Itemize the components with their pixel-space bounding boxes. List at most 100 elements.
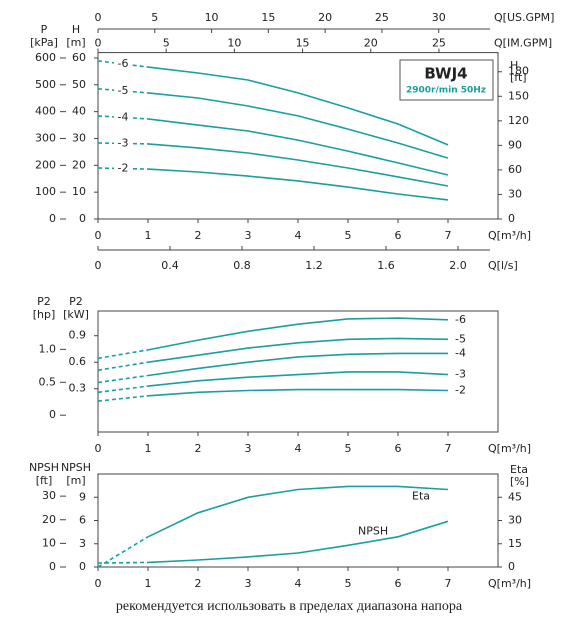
curve [147, 66, 449, 146]
series-label: -2 [455, 383, 466, 396]
y2-tick-label: 0 [508, 212, 515, 225]
x-axis-title: Q[m³/h] [488, 229, 531, 242]
label-bg [114, 162, 132, 175]
curve-dashed [97, 349, 149, 360]
series-label: Eta [412, 489, 430, 502]
outer-y-tick-label: 500 [35, 78, 56, 91]
curve [147, 168, 449, 201]
outer-y-tick-label: 200 [35, 158, 56, 171]
x-tick-label: 1 [145, 442, 152, 455]
x-tick-label: 3 [245, 577, 252, 590]
footer-note: рекомендуется использовать в пределах ди… [116, 599, 463, 614]
x-tick-label: 3 [245, 442, 252, 455]
y-axis-title: [kW] [63, 308, 89, 321]
y2-tick-label: 120 [508, 114, 529, 127]
y2-tick-label: 45 [508, 490, 522, 503]
outer-y-axis-title: [hp] [33, 308, 56, 321]
y-axis-title: H [72, 23, 80, 36]
y-tick-label: 40 [72, 105, 86, 118]
x-extra-tick-label: 0.4 [161, 259, 179, 272]
outer-y-tick-label: 20 [42, 513, 56, 526]
x-tick-label: 0 [95, 442, 102, 455]
x-extra-tick-label: 15 [261, 11, 275, 24]
label-bg [114, 137, 132, 150]
series-label: -6 [118, 57, 129, 70]
y2-tick-label: 15 [508, 537, 522, 550]
x-tick-label: 5 [345, 577, 352, 590]
series-label: -5 [118, 84, 129, 97]
x-extra-tick-label: 2.0 [449, 259, 467, 272]
x-extra-tick-label: 0.8 [233, 259, 251, 272]
series-label: -4 [118, 110, 129, 123]
outer-y-tick-label: 0 [49, 560, 56, 573]
x-axis-title: Q[m³/h] [488, 577, 531, 590]
y-tick-label: 0 [79, 212, 86, 225]
y2-tick-label: 30 [508, 514, 522, 527]
curve [147, 92, 449, 159]
outer-y-tick-label: 400 [35, 105, 56, 118]
x-tick-label: 7 [445, 442, 452, 455]
x-extra-axis-title: Q[l/s] [488, 259, 518, 272]
x-tick-label: 6 [395, 577, 402, 590]
y-axis-title: [m] [66, 36, 85, 49]
x-tick-label: 5 [345, 229, 352, 242]
y2-tick-label: 150 [508, 89, 529, 102]
x-extra-tick-label: 25 [375, 11, 389, 24]
y-tick-label: 10 [72, 185, 86, 198]
outer-y-axis-title: [kPa] [30, 36, 58, 49]
x-tick-label: 4 [295, 577, 302, 590]
plot-frame [97, 310, 499, 433]
y-axis-title: NPSH [61, 461, 91, 474]
x-extra-tick-label: 10 [205, 11, 219, 24]
x-extra-tick-label: 1.6 [377, 259, 395, 272]
x-tick-label: 5 [345, 442, 352, 455]
outer-y-axis-title: NPSH [29, 461, 59, 474]
series-label: NPSH [358, 524, 388, 537]
x-tick-label: 7 [445, 577, 452, 590]
x-tick-label: 7 [445, 229, 452, 242]
y-tick-label: 0.9 [69, 329, 87, 342]
curve-dashed [97, 395, 149, 402]
x-tick-label: 2 [195, 229, 202, 242]
model-box [399, 59, 494, 101]
y2-tick-label: 60 [508, 163, 522, 176]
y2-axis-title: Eta [510, 463, 528, 476]
x-extra-tick-label: 25 [432, 37, 446, 50]
x-extra-tick-label: 30 [432, 11, 446, 24]
curve [147, 388, 449, 397]
x-tick-label: 6 [395, 442, 402, 455]
curve [147, 118, 449, 176]
y-tick-label: 6 [79, 514, 86, 527]
outer-y-axis-title: [ft] [36, 474, 53, 487]
series-label: -2 [118, 162, 129, 175]
curve-dashed [97, 361, 149, 371]
x-extra-tick-label: 5 [163, 37, 170, 50]
x-extra-tick-label: 20 [364, 37, 378, 50]
y-tick-label: 0.6 [69, 355, 87, 368]
series-label: -3 [455, 368, 466, 381]
x-extra-tick-label: 15 [296, 37, 310, 50]
y-tick-label: 30 [72, 131, 86, 144]
model-subtitle: 2900r/min 50Hz [406, 86, 486, 96]
curve [147, 485, 449, 538]
y-tick-label: 50 [72, 78, 86, 91]
outer-y-tick-label: 600 [35, 51, 56, 64]
outer-y-tick-label: 1.0 [39, 342, 57, 355]
label-bg [114, 58, 132, 71]
y2-axis-title: [%] [510, 475, 529, 488]
x-axis-title: Q[m³/h] [488, 442, 531, 455]
x-extra-axis-title: Q[US.GPM] [494, 11, 554, 24]
x-extra-tick-label: 5 [151, 11, 158, 24]
x-tick-label: 4 [295, 442, 302, 455]
x-extra-tick-label: 20 [318, 11, 332, 24]
outer-y-axis-title: P [41, 23, 48, 36]
y-axis-title: [m] [66, 474, 85, 487]
curve-dashed [97, 60, 149, 68]
y-tick-label: 20 [72, 158, 86, 171]
label-bg [114, 84, 132, 97]
series-label: -4 [455, 346, 466, 359]
label-bg [114, 111, 132, 124]
curve-dashed [97, 115, 149, 120]
x-tick-label: 1 [145, 577, 152, 590]
